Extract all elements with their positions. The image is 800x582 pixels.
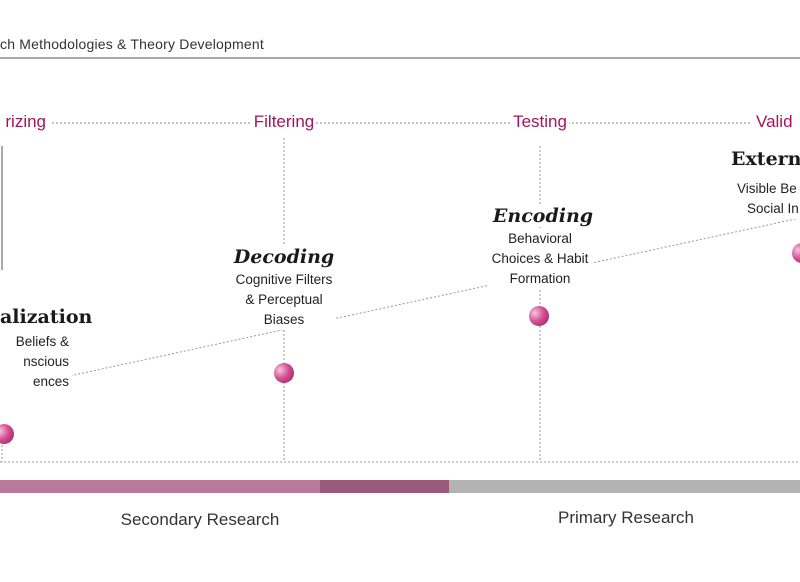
- stage-desc-encoding-line-2: Choices & Habit: [491, 251, 589, 266]
- stage-title-decoding: Decoding: [231, 246, 337, 268]
- stage-desc-1-line-2: nscious: [23, 354, 69, 369]
- primary-research-bar: [449, 480, 800, 493]
- stage-desc-encoding: Behavioral Choices & Habit Formation: [488, 229, 592, 289]
- stage-marker-encoding: [529, 306, 549, 326]
- stage-desc-1: Beliefs & nscious ences: [0, 332, 72, 392]
- phase-label-1: rizing: [3, 112, 48, 132]
- stage-desc-decoding-line-1: Cognitive Filters: [235, 272, 333, 287]
- stage-marker-decoding: [274, 363, 294, 383]
- stage-desc-4: Visible Be Social In: [730, 179, 800, 219]
- stage-desc-1-line-3: ences: [32, 374, 69, 389]
- phase-label-testing: Testing: [511, 112, 569, 132]
- stage-desc-decoding: Cognitive Filters & Perceptual Biases: [232, 270, 336, 330]
- stage-desc-1-line-1: Beliefs &: [15, 334, 69, 349]
- secondary-research-label: Secondary Research: [120, 510, 280, 529]
- stage-title-4: Externa: [729, 148, 800, 170]
- stage-marker-4: [792, 243, 800, 263]
- secondary-research-bar: [0, 480, 320, 493]
- stage-title-1: alization: [0, 306, 95, 328]
- stage-desc-encoding-line-1: Behavioral: [508, 231, 572, 246]
- stage-desc-decoding-line-3: Biases: [263, 312, 305, 327]
- stage-desc-4-line-1: Visible Be: [737, 181, 797, 196]
- trend-line: [0, 217, 800, 392]
- stage-title-encoding: Encoding: [490, 205, 596, 227]
- stage-marker-1: [0, 424, 14, 444]
- page-title: ch Methodologies & Theory Development: [0, 36, 264, 52]
- phase-label-filtering: Filtering: [251, 112, 317, 132]
- stage-desc-4-line-2: Social In: [747, 201, 799, 216]
- phase-label-4: Valid: [754, 112, 795, 132]
- stage-desc-decoding-line-2: & Perceptual: [245, 292, 323, 307]
- transition-bar: [320, 480, 449, 493]
- stage-desc-encoding-line-3: Formation: [509, 271, 571, 286]
- primary-research-label: Primary Research: [557, 508, 695, 527]
